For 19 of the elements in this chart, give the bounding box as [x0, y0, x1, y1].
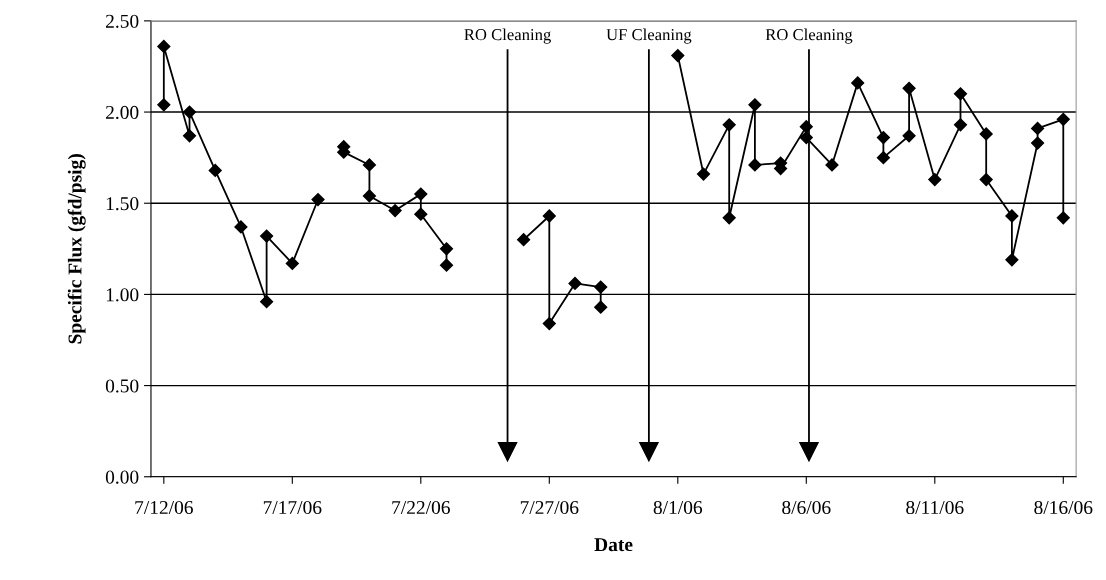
- x-axis-title: Date: [594, 538, 633, 552]
- y-tick-label: 2.00: [105, 105, 139, 120]
- y-tick-label: 0.50: [105, 379, 139, 393]
- ref-line-label: RO Cleaning: [765, 28, 853, 44]
- x-tick-label: 7/27/06: [520, 500, 579, 515]
- x-tick-label: 7/12/06: [135, 500, 193, 515]
- x-tick-label: 7/22/06: [392, 500, 450, 515]
- y-tick-label: 2.50: [105, 14, 139, 28]
- y-tick-label: 1.50: [106, 197, 139, 211]
- x-tick-label: 7/17/06: [263, 500, 322, 515]
- y-tick-label: 1.00: [106, 288, 139, 302]
- x-tick-label: 8/6/06: [782, 500, 831, 515]
- y-tick-label: 0.00: [105, 470, 139, 484]
- ref-line-label: RO Cleaning: [464, 28, 551, 44]
- x-tick-label: 8/16/06: [1034, 500, 1093, 515]
- x-tick-label: 8/1/06: [653, 500, 703, 515]
- x-tick-label: 8/11/06: [906, 500, 964, 515]
- ref-line-label: UF Cleaning: [606, 28, 692, 44]
- y-axis-title: Specific Flux (gfd/psig): [67, 154, 86, 344]
